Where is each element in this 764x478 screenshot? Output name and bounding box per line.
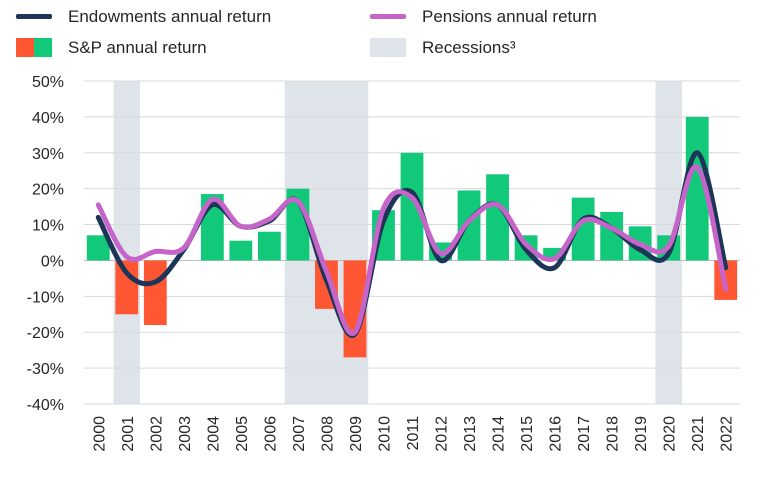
legend-label: S&P annual return (68, 38, 207, 57)
x-tick-label: 2007 (291, 416, 308, 452)
x-tick-label: 2014 (491, 416, 508, 452)
x-tick-label: 2019 (633, 416, 650, 452)
y-tick-label: 50% (32, 74, 64, 91)
y-tick-label: -10% (27, 289, 64, 306)
x-tick-label: 2015 (519, 416, 536, 452)
sp-bar-2011 (400, 152, 424, 261)
legend-item: Recessions³ (370, 38, 516, 57)
x-tick-label: 2002 (148, 416, 165, 452)
y-tick-label: -40% (27, 397, 64, 414)
recession-bands (113, 81, 682, 404)
x-tick-label: 2009 (348, 416, 365, 452)
y-axis-ticks: -40% -30% -20% -10% 0% 10% 20% 30% 40% 50% (27, 74, 64, 414)
x-tick-label: 2012 (434, 416, 451, 452)
sp-bar-2006 (257, 231, 281, 261)
sp-bar-2002 (143, 260, 167, 326)
legend-swatch-box (370, 38, 406, 57)
legend-label: Recessions³ (422, 38, 516, 57)
x-tick-label: 2004 (205, 416, 222, 452)
sp-bar-2021 (685, 116, 709, 261)
x-tick-label: 2001 (120, 416, 137, 452)
x-tick-label: 2016 (548, 416, 565, 452)
sp-bar-2017 (571, 197, 595, 261)
y-tick-label: 0% (41, 253, 64, 270)
sp-bar-2005 (229, 240, 253, 261)
legend-item: Endowments annual return (16, 7, 271, 26)
legend-label: Pensions annual return (422, 7, 597, 26)
x-tick-label: 2000 (91, 416, 108, 452)
x-tick-label: 2017 (576, 416, 593, 452)
x-axis-ticks: 2000 2001 2002 2003 2004 2005 2006 2007 2008 2009… (91, 416, 735, 452)
legend: Endowments annual return Pensions annual … (16, 7, 597, 57)
x-tick-label: 2011 (405, 416, 422, 451)
x-tick-label: 2008 (319, 416, 336, 452)
y-tick-label: 20% (32, 182, 64, 199)
legend-item: Pensions annual return (370, 7, 597, 26)
y-tick-label: -30% (27, 361, 64, 378)
return-lines (95, 150, 729, 339)
x-tick-label: 2003 (177, 416, 194, 452)
sp-bar-2001 (115, 260, 139, 315)
sp-bar-2014 (486, 174, 509, 261)
legend-label: Endowments annual return (68, 7, 271, 26)
y-tick-label: 10% (32, 218, 64, 235)
y-tick-label: -20% (27, 325, 64, 342)
x-tick-label: 2022 (719, 416, 736, 452)
legend-swatch-line (16, 14, 52, 19)
y-tick-label: 40% (32, 110, 64, 127)
x-tick-label: 2021 (690, 416, 707, 452)
sp-bar-2013 (457, 190, 481, 261)
legend-item: S&P annual return (16, 38, 207, 57)
x-tick-label: 2018 (605, 416, 622, 452)
pensions-line (95, 164, 729, 337)
legend-swatch-line (370, 14, 406, 19)
legend-swatch-negative (16, 38, 34, 57)
legend-swatch-positive (34, 38, 52, 57)
x-tick-label: 2006 (262, 416, 279, 452)
x-tick-label: 2010 (376, 416, 393, 452)
y-tick-label: 30% (32, 146, 64, 163)
x-tick-label: 2005 (234, 416, 251, 452)
sp-bar-2000 (86, 235, 110, 261)
x-tick-label: 2020 (662, 416, 679, 452)
x-tick-label: 2013 (462, 416, 479, 452)
endowments-line (95, 150, 729, 339)
